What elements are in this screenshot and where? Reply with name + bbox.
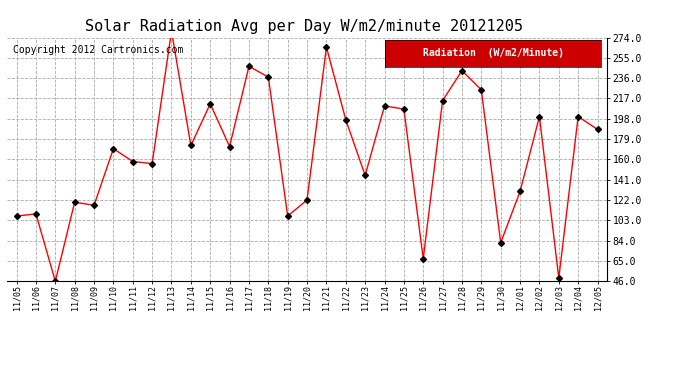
Text: Copyright 2012 Cartronics.com: Copyright 2012 Cartronics.com [13, 45, 184, 55]
Text: Solar Radiation Avg per Day W/m2/minute 20121205: Solar Radiation Avg per Day W/m2/minute … [85, 19, 522, 34]
